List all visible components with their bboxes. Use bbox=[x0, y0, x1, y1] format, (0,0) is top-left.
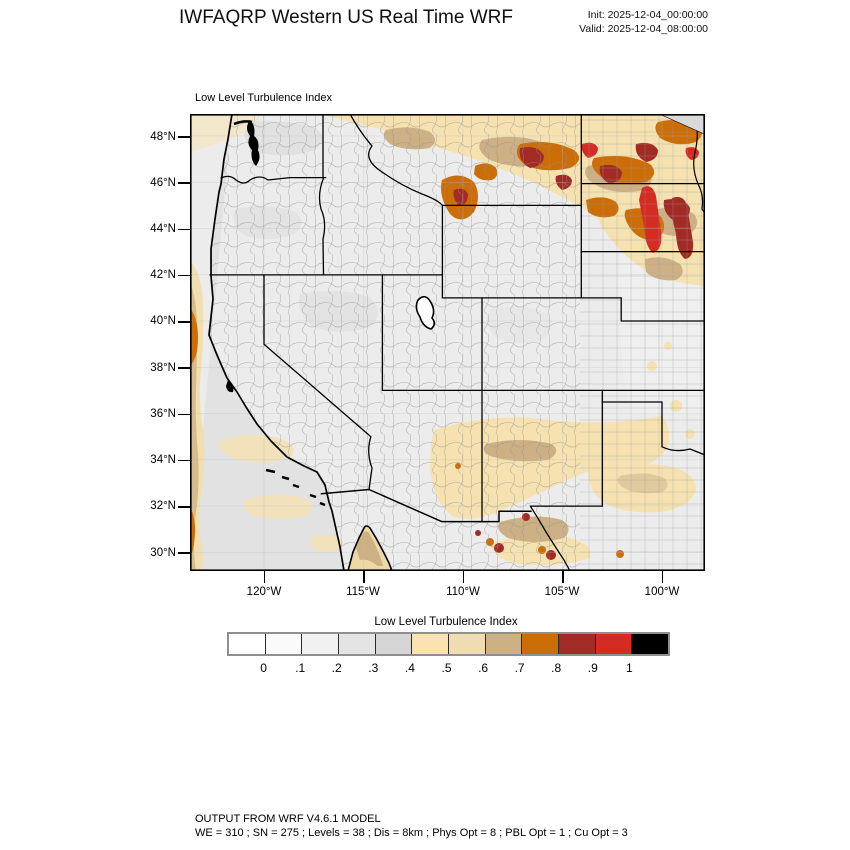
lat-tick bbox=[178, 136, 190, 138]
lat-label: 42°N bbox=[150, 269, 176, 281]
lat-label: 40°N bbox=[150, 315, 176, 327]
colorbar-tick-label: 1 bbox=[626, 661, 633, 675]
lat-tick bbox=[178, 413, 190, 415]
great-salt-lake bbox=[415, 295, 436, 330]
lat-tick bbox=[178, 552, 190, 554]
footer: OUTPUT FROM WRF V4.6.1 MODEL WE = 310 ; … bbox=[195, 813, 628, 840]
lat-tick bbox=[178, 274, 190, 277]
lat-tick bbox=[178, 367, 190, 369]
colorbar-cell bbox=[302, 634, 340, 654]
map-canvas bbox=[190, 113, 706, 572]
ocean bbox=[190, 114, 344, 571]
valid-time: Valid: 2025-12-04_08:00:00 bbox=[579, 23, 708, 35]
lat-label: 44°N bbox=[150, 223, 176, 235]
lon-tick bbox=[562, 571, 564, 583]
puget-sound bbox=[247, 120, 260, 166]
model-times: Init: 2025-12-04_00:00:00 Valid: 2025-12… bbox=[579, 8, 708, 36]
gulf-of-california bbox=[348, 526, 392, 571]
lon-label: 120°W bbox=[246, 586, 282, 598]
lat-label: 38°N bbox=[150, 362, 176, 374]
colorbar-tick-label: .1 bbox=[295, 661, 306, 675]
lat-tick bbox=[178, 459, 190, 462]
colorbar-cell bbox=[265, 634, 303, 654]
colorbar-tick-label: .3 bbox=[368, 661, 379, 675]
model-config-line: WE = 310 ; SN = 275 ; Levels = 38 ; Dis … bbox=[195, 826, 628, 839]
lat-label: 34°N bbox=[150, 454, 176, 466]
lat-label: 46°N bbox=[150, 177, 176, 189]
lon-tick bbox=[661, 571, 663, 583]
channel-islands bbox=[265, 468, 326, 507]
lon-label: 115°W bbox=[346, 586, 380, 598]
lon-label: 100°W bbox=[644, 586, 680, 598]
san-francisco-bay bbox=[226, 380, 234, 393]
colorbar-cell bbox=[412, 634, 450, 654]
colorbar-cell bbox=[485, 634, 523, 654]
lat-tick bbox=[178, 182, 190, 184]
lon-label: 110°W bbox=[446, 586, 480, 598]
colorbar-cell bbox=[522, 634, 560, 654]
lon-label: 105°W bbox=[544, 586, 580, 598]
colorbar bbox=[227, 632, 670, 656]
water-details bbox=[226, 120, 436, 507]
colorbar-cell bbox=[375, 634, 413, 654]
lon-tick bbox=[263, 571, 265, 583]
colorbar-tick-label: .8 bbox=[551, 661, 562, 675]
lat-label: 36°N bbox=[150, 408, 176, 420]
colorbar-cell bbox=[559, 634, 596, 654]
lat-label: 48°N bbox=[150, 131, 176, 143]
colorbar-tick-label: .2 bbox=[331, 661, 342, 675]
colorbar-cell bbox=[595, 634, 633, 654]
colorbar-cell bbox=[229, 634, 266, 654]
colorbar-tick-label: .7 bbox=[514, 661, 525, 675]
lat-tick bbox=[178, 228, 190, 230]
lat-tick bbox=[178, 506, 190, 508]
map-area bbox=[190, 113, 706, 572]
domain-corner-mask bbox=[660, 114, 705, 134]
map-frame bbox=[190, 114, 706, 571]
colorbar-title: Low Level Turbulence Index bbox=[374, 616, 518, 628]
map-variable-label: Low Level Turbulence Index bbox=[195, 92, 332, 104]
colorbar-tick-label: .4 bbox=[404, 661, 415, 675]
strait-of-juan-de-fuca bbox=[233, 120, 253, 126]
lat-label: 32°N bbox=[150, 500, 176, 512]
state-borders bbox=[208, 113, 706, 572]
colorbar-tick-label: .5 bbox=[441, 661, 452, 675]
model-version-line: OUTPUT FROM WRF V4.6.1 MODEL bbox=[195, 813, 381, 825]
colorbar-cell bbox=[632, 634, 669, 654]
init-time: Init: 2025-12-04_00:00:00 bbox=[587, 9, 708, 21]
lon-tick bbox=[462, 571, 464, 583]
colorbar-tick-label: .6 bbox=[478, 661, 489, 675]
lat-label: 30°N bbox=[150, 547, 176, 559]
lon-tick bbox=[363, 571, 365, 583]
lat-tick bbox=[178, 321, 190, 323]
colorbar-tick-label: .9 bbox=[587, 661, 598, 675]
page-title: IWFAQRP Western US Real Time WRF bbox=[179, 7, 513, 28]
colorbar-tick-label: 0 bbox=[260, 661, 267, 675]
colorbar-cell bbox=[449, 634, 486, 654]
colorbar-cell bbox=[339, 634, 376, 654]
